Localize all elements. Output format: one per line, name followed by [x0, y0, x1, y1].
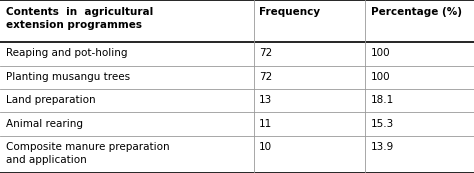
- Text: 11: 11: [259, 119, 273, 129]
- Text: Composite manure preparation
and application: Composite manure preparation and applica…: [6, 142, 169, 165]
- Text: 13: 13: [259, 95, 273, 105]
- Text: 100: 100: [371, 72, 390, 82]
- Text: Land preparation: Land preparation: [6, 95, 95, 105]
- Text: 10: 10: [259, 142, 273, 152]
- Text: 72: 72: [259, 72, 273, 82]
- Text: Contents  in  agricultural
extension programmes: Contents in agricultural extension progr…: [6, 7, 153, 30]
- Text: 13.9: 13.9: [371, 142, 394, 152]
- Text: Percentage (%): Percentage (%): [371, 7, 462, 17]
- Text: 72: 72: [259, 48, 273, 58]
- Text: Reaping and pot-holing: Reaping and pot-holing: [6, 48, 127, 58]
- Text: 18.1: 18.1: [371, 95, 394, 105]
- Text: 100: 100: [371, 48, 390, 58]
- Text: 15.3: 15.3: [371, 119, 394, 129]
- Text: Planting musangu trees: Planting musangu trees: [6, 72, 130, 82]
- Text: Animal rearing: Animal rearing: [6, 119, 82, 129]
- Text: Frequency: Frequency: [259, 7, 320, 17]
